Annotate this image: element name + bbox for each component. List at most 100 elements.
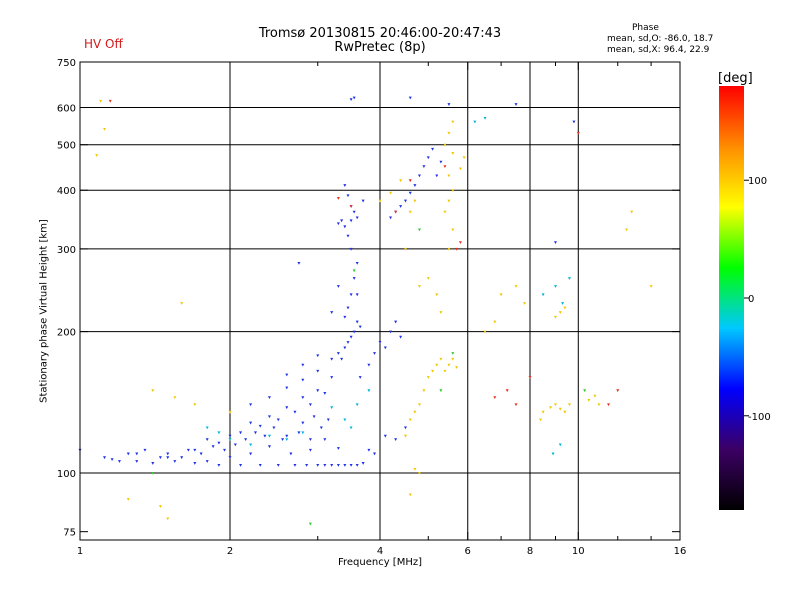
- colorbar-unit-label: [deg]: [718, 71, 753, 86]
- data-point: [553, 315, 557, 319]
- data-point: [349, 426, 353, 430]
- data-point: [352, 330, 356, 334]
- data-point: [293, 410, 297, 414]
- data-point: [561, 302, 565, 305]
- data-point: [228, 410, 232, 414]
- x-tick-label: 6: [465, 546, 471, 557]
- data-point: [649, 285, 653, 288]
- data-point: [417, 228, 421, 232]
- data-point: [352, 96, 356, 100]
- data-point: [253, 431, 257, 435]
- data-point: [447, 103, 451, 106]
- data-point: [514, 285, 518, 288]
- data-point: [336, 197, 340, 200]
- data-point: [539, 418, 543, 422]
- data-point: [263, 434, 267, 438]
- data-point: [558, 311, 562, 314]
- data-point: [336, 222, 340, 226]
- data-point: [312, 415, 316, 419]
- data-point: [483, 116, 487, 120]
- data-point: [158, 505, 162, 508]
- data-point: [285, 438, 289, 442]
- colorbar-tick-label: 100: [748, 176, 767, 187]
- data-point: [355, 261, 359, 265]
- phase-info-x-mode: mean, sd,X: 96.4, 22.9: [607, 45, 710, 55]
- data-point: [285, 373, 289, 377]
- data-point: [301, 431, 305, 435]
- data-point: [443, 143, 447, 147]
- data-point: [435, 174, 439, 178]
- data-point: [413, 467, 417, 471]
- data-point: [285, 386, 289, 390]
- data-point: [361, 199, 365, 203]
- colorbar-tick-label: -100: [748, 412, 771, 423]
- chart-title-line2: RwPretec (8p): [334, 40, 426, 55]
- data-point: [422, 389, 426, 393]
- data-point: [493, 396, 497, 400]
- data-point: [330, 311, 334, 314]
- data-point: [378, 341, 382, 344]
- data-point: [281, 438, 285, 442]
- data-point: [319, 426, 323, 430]
- data-point: [180, 302, 184, 305]
- y-tick-label: 750: [57, 58, 76, 69]
- data-point: [323, 438, 327, 442]
- data-point: [249, 421, 253, 425]
- data-point: [308, 522, 312, 526]
- data-point: [551, 452, 555, 456]
- data-point: [249, 452, 253, 456]
- data-point: [493, 320, 497, 324]
- data-point: [408, 418, 412, 422]
- data-point: [451, 228, 455, 232]
- data-point: [422, 165, 426, 168]
- data-point: [267, 434, 271, 438]
- data-point: [126, 498, 130, 501]
- data-point: [186, 448, 190, 452]
- data-point: [355, 463, 359, 467]
- data-point: [352, 269, 356, 273]
- data-point: [308, 403, 312, 407]
- data-point: [625, 228, 629, 232]
- data-point: [301, 396, 305, 400]
- data-point: [451, 120, 455, 124]
- data-point: [110, 458, 114, 461]
- data-point: [323, 463, 327, 467]
- data-point: [399, 179, 403, 183]
- data-point: [367, 389, 371, 393]
- y-tick-label: 500: [57, 141, 76, 152]
- data-point: [135, 460, 139, 463]
- data-point: [336, 447, 340, 450]
- data-point: [447, 199, 451, 203]
- data-point: [403, 199, 407, 203]
- data-point: [308, 448, 312, 452]
- data-point: [233, 443, 237, 447]
- data-point: [289, 452, 293, 456]
- data-point: [367, 448, 371, 452]
- data-point: [607, 403, 611, 407]
- data-point: [417, 403, 421, 407]
- data-point: [166, 517, 170, 521]
- phase-info-title: Phase: [632, 23, 659, 33]
- data-point: [443, 210, 447, 214]
- data-point: [593, 394, 597, 398]
- data-point: [193, 403, 197, 407]
- data-point: [462, 156, 466, 160]
- data-point: [455, 247, 459, 251]
- data-point: [355, 216, 359, 220]
- data-point: [451, 357, 455, 361]
- data-point: [443, 165, 447, 168]
- data-point: [439, 160, 443, 164]
- data-point: [205, 438, 209, 442]
- data-point: [523, 302, 527, 305]
- data-point: [408, 493, 412, 497]
- data-point: [336, 352, 340, 355]
- data-point: [394, 210, 398, 214]
- data-point: [330, 376, 334, 379]
- data-point: [451, 152, 455, 155]
- data-point: [340, 219, 344, 223]
- data-point: [431, 147, 435, 151]
- data-point: [326, 418, 330, 422]
- data-point: [316, 389, 320, 393]
- data-point: [541, 410, 545, 414]
- data-point: [228, 434, 232, 438]
